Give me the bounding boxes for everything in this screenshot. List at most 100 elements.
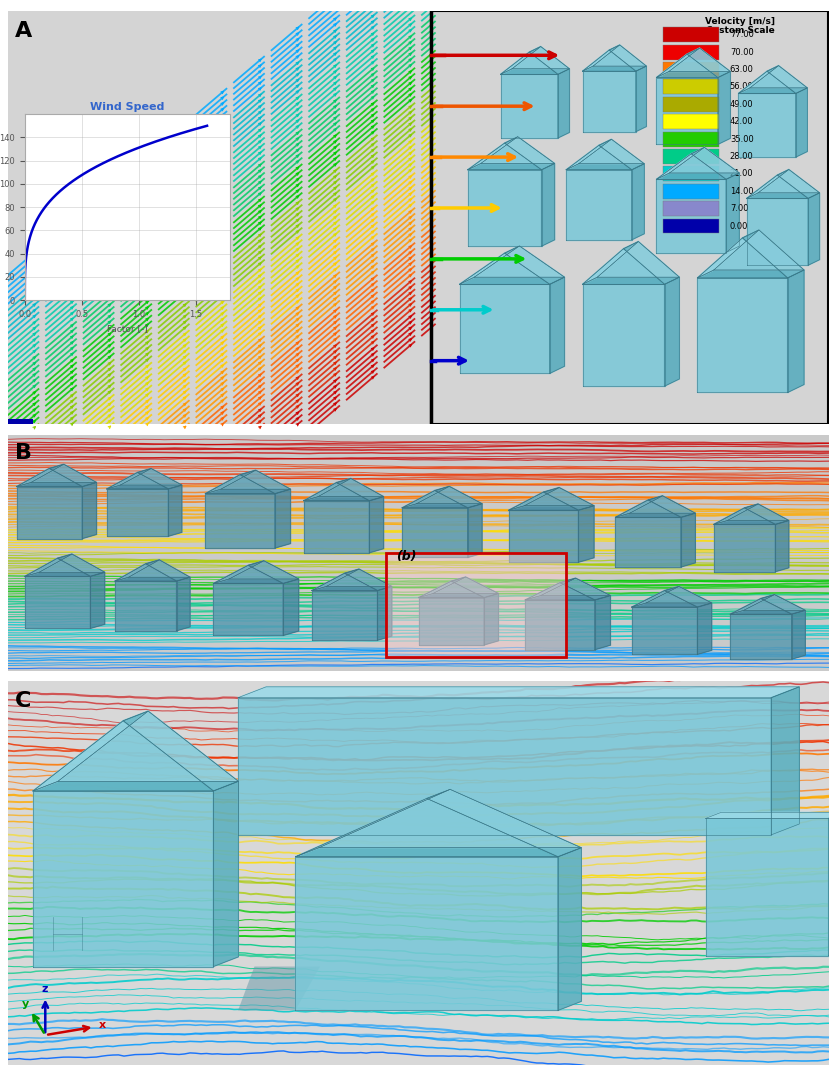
Polygon shape xyxy=(599,139,644,170)
Polygon shape xyxy=(746,170,788,198)
Polygon shape xyxy=(508,506,594,510)
Polygon shape xyxy=(205,475,274,494)
Polygon shape xyxy=(729,614,791,660)
Text: x: x xyxy=(99,1020,105,1031)
Polygon shape xyxy=(237,686,798,697)
Polygon shape xyxy=(459,253,549,284)
Polygon shape xyxy=(549,278,563,373)
Polygon shape xyxy=(283,579,298,636)
Polygon shape xyxy=(524,595,609,600)
Polygon shape xyxy=(303,500,369,553)
Polygon shape xyxy=(418,597,483,645)
Polygon shape xyxy=(597,241,679,278)
Polygon shape xyxy=(593,45,645,66)
Polygon shape xyxy=(696,270,803,278)
Polygon shape xyxy=(578,506,594,563)
Polygon shape xyxy=(770,686,798,835)
Polygon shape xyxy=(629,496,695,513)
Polygon shape xyxy=(426,790,581,856)
Polygon shape xyxy=(726,504,788,521)
Polygon shape xyxy=(808,193,818,266)
Polygon shape xyxy=(303,497,383,500)
Polygon shape xyxy=(565,139,610,170)
Polygon shape xyxy=(777,170,818,198)
Polygon shape xyxy=(713,524,774,571)
Polygon shape xyxy=(668,48,730,71)
Polygon shape xyxy=(713,508,774,524)
Polygon shape xyxy=(33,781,238,791)
Polygon shape xyxy=(713,521,788,524)
Polygon shape xyxy=(691,147,738,180)
Bar xyxy=(385,553,565,656)
Polygon shape xyxy=(524,583,594,600)
Polygon shape xyxy=(737,94,795,157)
Polygon shape xyxy=(631,164,644,240)
Polygon shape xyxy=(705,819,828,955)
Polygon shape xyxy=(500,46,540,74)
Polygon shape xyxy=(664,278,679,386)
Polygon shape xyxy=(303,483,369,500)
Polygon shape xyxy=(459,246,519,284)
Polygon shape xyxy=(744,504,788,524)
Bar xyxy=(431,11,827,424)
Polygon shape xyxy=(49,464,96,486)
Polygon shape xyxy=(614,496,662,518)
Polygon shape xyxy=(312,569,359,591)
Polygon shape xyxy=(645,586,711,603)
Polygon shape xyxy=(213,579,298,583)
Polygon shape xyxy=(655,71,730,77)
Polygon shape xyxy=(828,812,836,955)
Polygon shape xyxy=(749,66,807,88)
Polygon shape xyxy=(696,238,787,278)
Polygon shape xyxy=(145,560,190,581)
Polygon shape xyxy=(594,595,609,650)
Polygon shape xyxy=(523,487,594,506)
Polygon shape xyxy=(565,170,631,240)
Polygon shape xyxy=(312,586,391,591)
Polygon shape xyxy=(120,468,181,485)
Polygon shape xyxy=(582,241,638,284)
Polygon shape xyxy=(115,560,159,581)
Polygon shape xyxy=(631,586,678,607)
Polygon shape xyxy=(336,479,383,500)
Polygon shape xyxy=(418,581,483,597)
Polygon shape xyxy=(33,711,148,791)
Polygon shape xyxy=(528,46,568,74)
Polygon shape xyxy=(33,721,213,791)
Polygon shape xyxy=(767,66,807,94)
Polygon shape xyxy=(582,51,635,71)
Polygon shape xyxy=(774,521,788,571)
Polygon shape xyxy=(508,487,558,510)
Polygon shape xyxy=(129,560,190,577)
Polygon shape xyxy=(435,486,482,508)
Polygon shape xyxy=(318,479,383,497)
Polygon shape xyxy=(115,581,176,631)
Polygon shape xyxy=(33,791,213,966)
Polygon shape xyxy=(459,278,563,284)
Polygon shape xyxy=(401,504,482,508)
Polygon shape xyxy=(726,173,738,253)
Polygon shape xyxy=(295,798,558,856)
Polygon shape xyxy=(757,170,818,193)
Polygon shape xyxy=(451,577,498,597)
Polygon shape xyxy=(742,230,803,278)
Polygon shape xyxy=(655,48,699,77)
Polygon shape xyxy=(737,66,777,94)
Polygon shape xyxy=(25,572,104,577)
Text: C: C xyxy=(15,691,31,711)
Polygon shape xyxy=(696,230,758,278)
Polygon shape xyxy=(746,193,818,198)
Polygon shape xyxy=(787,270,803,393)
Polygon shape xyxy=(609,45,645,71)
Polygon shape xyxy=(631,607,696,654)
Polygon shape xyxy=(344,569,391,591)
Polygon shape xyxy=(115,577,190,581)
Polygon shape xyxy=(558,69,568,138)
Polygon shape xyxy=(248,561,298,583)
Polygon shape xyxy=(565,164,644,170)
Polygon shape xyxy=(303,479,350,500)
Polygon shape xyxy=(631,603,711,607)
Polygon shape xyxy=(582,278,679,284)
Polygon shape xyxy=(524,600,594,650)
Polygon shape xyxy=(582,45,619,71)
